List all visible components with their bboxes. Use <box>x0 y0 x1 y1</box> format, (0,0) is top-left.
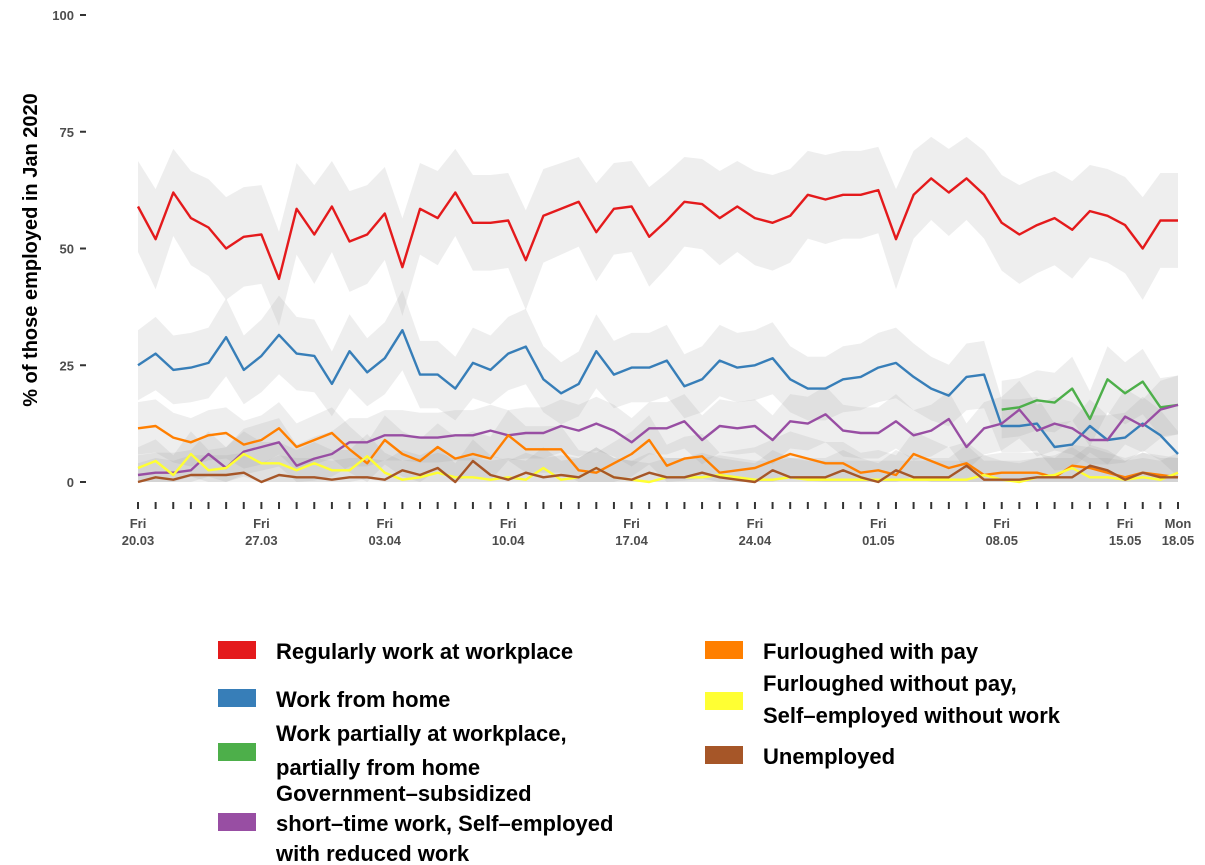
series-line-work-partially-at-workplace-partially-from-home <box>1001 378 1179 421</box>
x-tick-day-label: Mon <box>1165 516 1192 531</box>
series-line-government-subsidized-short-time-work-self-employed-with-reduced-work <box>137 403 1179 477</box>
legend-swatch-furloughed-with-pay <box>705 641 743 659</box>
series-line-regularly-work-at-workplace <box>136 177 1178 281</box>
legend-swatch-furloughed-without-pay-self-employed-without-work <box>705 692 743 710</box>
x-tick-date-label: 15.05 <box>1109 533 1142 548</box>
x-tick-day-label: Fri <box>130 516 147 531</box>
x-tick-date-label: 27.03 <box>245 533 278 548</box>
legend: Regularly work at workplace Work from hom… <box>218 639 1061 865</box>
legend-label-furloughed-with-pay: Furloughed with pay <box>763 639 979 664</box>
y-tick-label: 25 <box>60 358 74 373</box>
legend-swatch-regularly-work-at-workplace <box>218 641 256 659</box>
confidence-bands <box>138 136 1178 482</box>
x-tick-day-label: Fri <box>376 516 393 531</box>
x-tick-day-label: Fri <box>747 516 764 531</box>
y-tick-label: 0 <box>67 475 74 490</box>
y-axis-title: % of those employed in Jan 2020 <box>20 93 42 406</box>
y-axis: 0 25 50 75 100 <box>52 8 86 490</box>
band-regularly-work-at-workplace <box>138 136 1178 326</box>
series-line-work-from-home <box>137 329 1179 455</box>
x-tick-day-label: Fri <box>993 516 1010 531</box>
y-tick-label: 75 <box>60 125 74 140</box>
series-lines <box>136 177 1179 484</box>
y-tick-label: 50 <box>60 242 74 257</box>
x-tick-day-label: Fri <box>500 516 517 531</box>
y-tick-label: 100 <box>52 8 74 23</box>
legend-label-work-partially-at-workplace-partially-from-home: Work partially at workplace, partially fr… <box>276 721 567 780</box>
x-tick-day-label: Fri <box>870 516 887 531</box>
legend-label-unemployed: Unemployed <box>763 744 895 769</box>
series-line-unemployed <box>137 459 1178 484</box>
x-tick-date-label: 24.04 <box>739 533 772 548</box>
legend-label-furloughed-without-pay-self-employed-without-work: Furloughed without pay, Self–employed wit… <box>763 671 1061 728</box>
x-tick-date-label: 01.05 <box>862 533 895 548</box>
legend-label-work-from-home: Work from home <box>276 687 450 712</box>
legend-label-regularly-work-at-workplace: Regularly work at workplace <box>276 639 573 664</box>
legend-label-government-subsidized-short-time-work-self-employed-with-reduced-work: Government–subsidized short–time work, Se… <box>275 781 613 865</box>
x-tick-date-label: 08.05 <box>985 533 1018 548</box>
band-furloughed-without-pay-self-employed-without-work <box>138 431 1178 482</box>
x-tick-date-label: 10.04 <box>492 533 525 548</box>
x-tick-date-label: 17.04 <box>615 533 648 548</box>
series-line-furloughed-with-pay <box>137 424 1179 479</box>
x-tick-day-label: Fri <box>1117 516 1134 531</box>
legend-swatch-work-partially-at-workplace-partially-from-home <box>218 743 256 761</box>
legend-swatch-unemployed <box>705 746 743 764</box>
x-tick-day-label: Fri <box>623 516 640 531</box>
legend-swatch-work-from-home <box>218 689 256 707</box>
band-furloughed-with-pay <box>138 399 1178 482</box>
legend-swatch-government-subsidized-short-time-work-self-employed-with-reduced-work <box>218 813 256 831</box>
x-tick-date-label: 20.03 <box>122 533 155 548</box>
x-tick-date-label: 18.05 <box>1162 533 1195 548</box>
x-tick-day-label: Fri <box>253 516 270 531</box>
band-work-partially-at-workplace-partially-from-home <box>1001 346 1178 447</box>
x-axis: Fri 20.03 Fri 27.03 Fri 03.04 Fri 10.04 Fri 17.04… <box>122 502 1195 548</box>
x-tick-date-label: 03.04 <box>369 533 402 548</box>
